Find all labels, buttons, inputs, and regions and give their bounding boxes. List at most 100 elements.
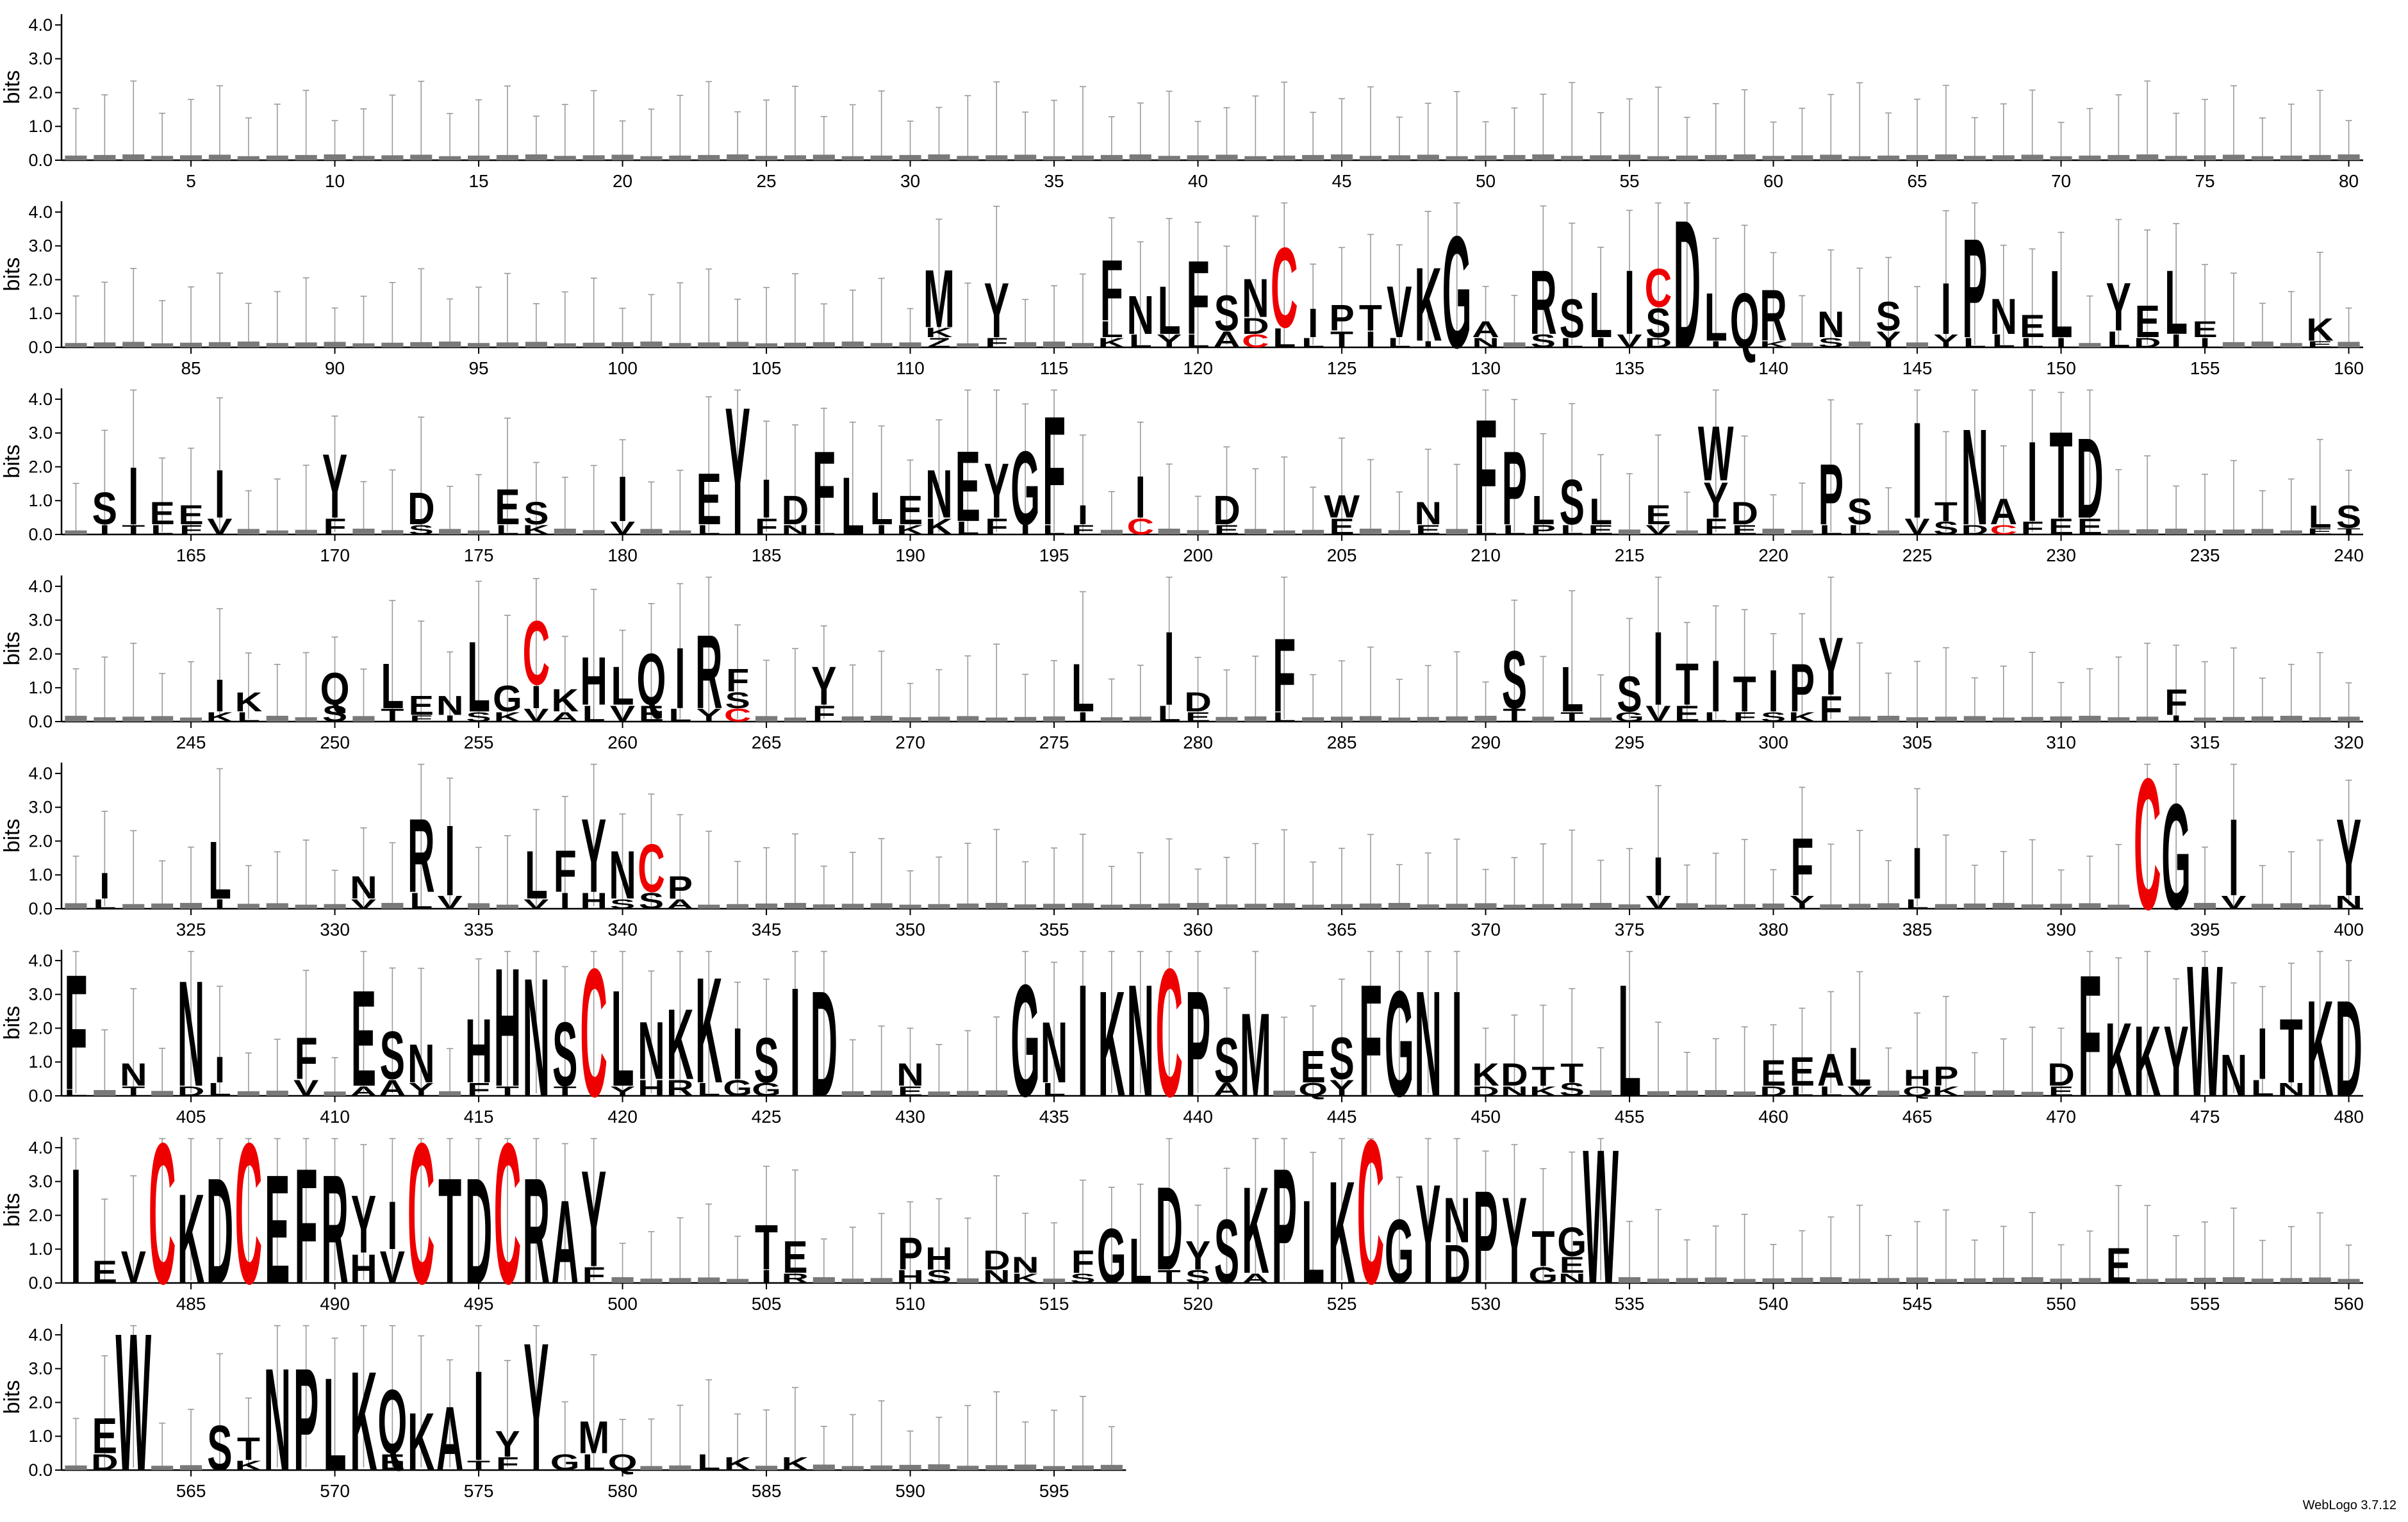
y-tick-label: 0.0 xyxy=(28,1460,53,1480)
residue-C-pos-487: C xyxy=(235,1101,263,1325)
residue-F-pos-409: F xyxy=(295,1026,318,1092)
residue-I-pos-146: I xyxy=(1941,269,1951,350)
low-info-stack xyxy=(554,156,576,160)
residue-F-pos-170: F xyxy=(324,515,347,540)
residue-Y-pos-339: Y xyxy=(581,797,606,915)
x-tick-label: 370 xyxy=(1471,920,1501,939)
residue-L-pos-259: L xyxy=(582,702,606,727)
residue-S-pos-521: S xyxy=(1214,1201,1239,1303)
low-info-stack xyxy=(640,529,663,534)
y-tick-label: 3.0 xyxy=(28,424,53,443)
low-info-stack xyxy=(2050,1278,2072,1283)
residue-V-pos-180: V xyxy=(610,518,635,538)
residue-S-pos-418: S xyxy=(552,1004,577,1105)
low-info-stack xyxy=(2107,529,2130,534)
residue-V-pos-260: V xyxy=(610,702,636,727)
residue-K-pos-473: K xyxy=(2134,1006,2161,1118)
residue-T-pos-453: T xyxy=(1560,1057,1583,1088)
residue-A-pos-258: A xyxy=(551,709,579,725)
residue-D-pos-495: D xyxy=(465,1148,493,1316)
residue-H-pos-511: H xyxy=(925,1241,953,1277)
residue-L-pos-260: L xyxy=(611,655,634,717)
residue-V-pos-337: V xyxy=(524,897,549,912)
x-tick-label: 100 xyxy=(607,358,638,378)
residue-F-pos-196: F xyxy=(1071,522,1094,538)
x-tick-label: 350 xyxy=(895,920,925,939)
low-info-stack xyxy=(1590,155,1612,160)
residue-I-pos-185: I xyxy=(761,468,771,530)
low-info-stack xyxy=(727,342,749,347)
residue-L-pos-252: L xyxy=(381,651,404,722)
residue-E-pos-411: E xyxy=(351,963,376,1116)
low-info-stack xyxy=(151,716,174,722)
low-info-stack xyxy=(928,154,950,160)
low-info-stack xyxy=(727,904,749,909)
residue-L-pos-463: L xyxy=(1848,1036,1871,1098)
residue-L-pos-322: L xyxy=(93,897,116,912)
residue-I-pos-150: I xyxy=(2056,335,2066,351)
x-tick-label: 490 xyxy=(320,1294,350,1314)
residue-K-pos-479: K xyxy=(2306,973,2334,1126)
residue-E-pos-506: E xyxy=(782,1232,807,1283)
low-info-stack xyxy=(899,342,921,347)
residue-N-pos-122: N xyxy=(1242,267,1269,329)
x-tick-label: 185 xyxy=(752,545,782,565)
low-info-stack xyxy=(1906,342,1929,347)
residue-F-pos-516: F xyxy=(1071,1244,1094,1280)
residue-C-pos-484: C xyxy=(149,1101,176,1325)
low-info-stack xyxy=(870,1090,893,1096)
low-info-stack xyxy=(65,1465,87,1470)
x-tick-label: 505 xyxy=(752,1294,782,1314)
residue-Y-pos-531: Y xyxy=(1502,1172,1527,1310)
low-info-stack xyxy=(94,342,116,347)
low-info-stack xyxy=(1676,155,1698,160)
low-info-stack xyxy=(669,530,691,534)
low-info-stack xyxy=(2193,530,2216,534)
low-info-stack xyxy=(1532,904,1554,909)
low-info-stack xyxy=(2251,156,2273,160)
low-info-stack xyxy=(295,154,317,160)
low-info-stack xyxy=(1417,154,1439,160)
low-info-stack xyxy=(784,342,807,347)
x-tick-label: 115 xyxy=(1040,358,1069,378)
low-info-stack xyxy=(611,342,634,347)
low-info-stack xyxy=(755,1466,778,1470)
x-tick-label: 290 xyxy=(1471,732,1501,752)
x-tick-label: 565 xyxy=(176,1481,206,1501)
low-info-stack xyxy=(1388,530,1410,534)
residue-F-pos-338: F xyxy=(554,839,577,905)
residue-E-pos-253: E xyxy=(409,690,434,720)
residue-G-pos-194: G xyxy=(1010,429,1040,547)
residue-K-pos-128: K xyxy=(1414,246,1442,364)
residue-V-pos-376: V xyxy=(1645,892,1670,913)
x-tick-label: 465 xyxy=(1902,1107,1933,1127)
residue-E-pos-280: E xyxy=(1185,709,1210,725)
low-info-stack xyxy=(496,342,519,347)
residue-P-pos-147: P xyxy=(1962,210,1987,368)
x-tick-label: 310 xyxy=(2046,732,2076,752)
residue-D-pos-427: D xyxy=(811,961,838,1129)
low-info-stack xyxy=(2165,528,2188,534)
x-tick-label: 275 xyxy=(1039,732,1069,752)
low-info-stack xyxy=(1330,904,1353,909)
low-info-stack xyxy=(2136,154,2159,160)
low-info-stack xyxy=(1647,156,1670,160)
low-info-stack xyxy=(2193,717,2216,722)
residue-N-pos-533: N xyxy=(1558,1271,1586,1286)
residue-T-pos-293: T xyxy=(1560,709,1583,725)
residue-L-pos-570: L xyxy=(324,1351,347,1499)
residue-E-pos-208: E xyxy=(1415,522,1440,538)
residue-L-pos-477: L xyxy=(2251,1076,2274,1102)
residue-S-pos-425: S xyxy=(754,1025,779,1096)
residue-T-pos-519: T xyxy=(1158,1266,1181,1287)
low-info-stack xyxy=(1704,1277,1727,1283)
x-tick-label: 390 xyxy=(2046,920,2076,939)
residue-K-pos-301: K xyxy=(1788,709,1816,725)
x-tick-label: 550 xyxy=(2046,1294,2076,1314)
x-tick-label: 285 xyxy=(1327,732,1357,752)
low-info-stack xyxy=(1043,1466,1066,1470)
low-info-stack xyxy=(1129,904,1151,909)
low-info-stack xyxy=(151,156,174,160)
residue-V-pos-409: V xyxy=(293,1076,319,1102)
residue-L-pos-119: L xyxy=(1158,273,1181,349)
